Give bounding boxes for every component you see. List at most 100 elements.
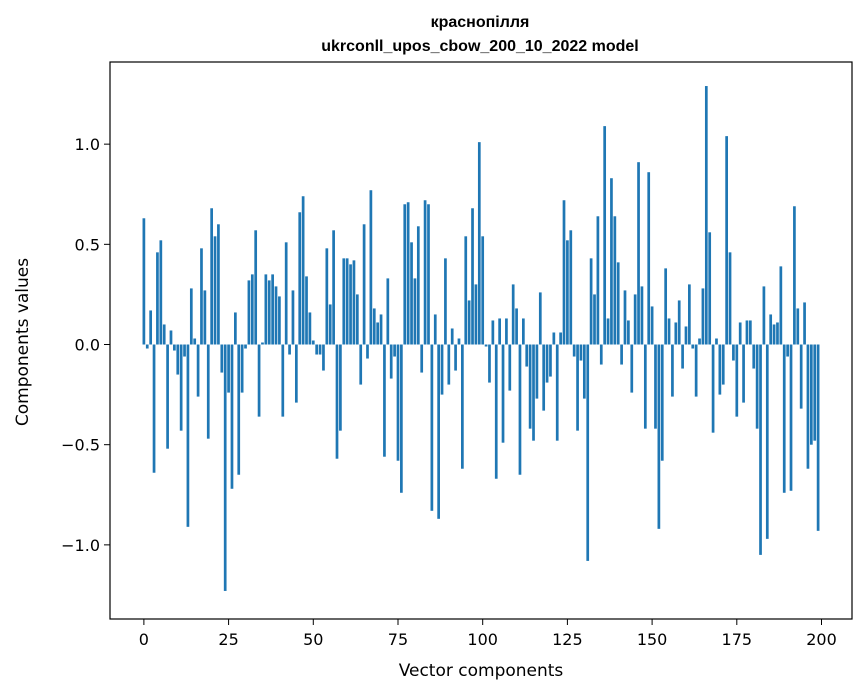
bar-183: [762, 286, 766, 345]
x-tick-label: 150: [637, 630, 668, 649]
bar-172: [725, 136, 728, 345]
bar-76: [400, 344, 403, 493]
bar-155: [667, 318, 671, 345]
bar-90: [447, 344, 451, 385]
bar-156: [671, 344, 674, 397]
bar-145: [633, 294, 637, 345]
bar-56: [332, 230, 335, 345]
bar-11: [179, 344, 183, 431]
bar-97: [471, 208, 474, 345]
bar-197: [809, 344, 813, 445]
bar-44: [291, 290, 295, 345]
bar-159: [681, 344, 684, 369]
bar-158: [677, 300, 681, 345]
bar-15: [193, 338, 197, 345]
bar-124: [562, 200, 566, 345]
bar-31: [247, 280, 251, 345]
bar-7: [166, 344, 169, 449]
y-tick-label: −1.0: [61, 536, 100, 555]
bar-118: [542, 344, 546, 411]
bar-14: [189, 288, 193, 345]
bar-40: [278, 296, 281, 345]
bar-186: [772, 324, 776, 345]
bar-187: [776, 322, 779, 345]
bar-61: [349, 264, 352, 345]
bar-82: [420, 344, 424, 373]
bar-148: [643, 344, 647, 429]
bar-16: [196, 344, 200, 397]
bar-89: [444, 258, 447, 345]
bar-113: [525, 344, 529, 367]
bar-10: [176, 344, 180, 375]
x-tick-label: 175: [722, 630, 753, 649]
bar-72: [386, 278, 390, 345]
bar-8: [169, 330, 173, 345]
bar-194: [799, 344, 803, 409]
bar-81: [416, 226, 420, 345]
bar-163: [694, 344, 698, 397]
bar-3: [152, 344, 156, 473]
bar-28: [237, 344, 241, 475]
bar-39: [274, 286, 278, 345]
bar-60: [345, 258, 349, 345]
bar-144: [630, 344, 634, 393]
bar-79: [410, 242, 413, 345]
y-tick-label: 1.0: [75, 135, 100, 154]
bar-35: [261, 342, 264, 345]
bar-100: [481, 236, 485, 345]
bar-99: [477, 142, 481, 345]
bar-1: [145, 344, 149, 349]
y-axis-label: Components values: [13, 258, 33, 426]
bar-165: [701, 288, 705, 345]
bar-107: [505, 318, 508, 345]
bar-54: [325, 248, 329, 345]
bar-190: [786, 344, 789, 357]
x-tick-label: 0: [139, 630, 149, 649]
bar-121: [552, 332, 556, 345]
bar-46: [298, 212, 302, 345]
bar-27: [234, 312, 237, 345]
bar-32: [250, 274, 254, 345]
bar-98: [474, 284, 478, 345]
bar-18: [203, 290, 207, 345]
bar-162: [691, 344, 695, 349]
bar-63: [355, 294, 359, 345]
bar-152: [657, 344, 661, 529]
bar-135: [599, 344, 603, 365]
bar-161: [688, 284, 691, 345]
bar-43: [288, 344, 291, 355]
bar-177: [742, 344, 745, 403]
bar-136: [603, 126, 607, 345]
plot-frame: [109, 61, 853, 620]
bar-84: [427, 204, 430, 345]
bar-196: [806, 344, 810, 469]
bar-147: [640, 286, 644, 345]
bar-96: [467, 300, 471, 345]
bar-127: [572, 344, 576, 357]
bar-86: [433, 314, 437, 345]
bar-108: [508, 344, 512, 391]
bar-77: [403, 204, 407, 345]
bar-169: [715, 338, 718, 345]
bar-6: [162, 324, 166, 345]
bar-157: [674, 322, 678, 345]
bar-104: [494, 344, 498, 479]
bar-110: [515, 308, 518, 345]
bar-195: [803, 302, 806, 345]
bar-139: [613, 216, 617, 345]
bar-164: [698, 338, 701, 345]
bar-75: [396, 344, 400, 461]
bar-179: [749, 320, 752, 345]
bar-23: [220, 344, 224, 373]
bar-88: [440, 344, 444, 395]
bar-95: [464, 236, 468, 345]
bar-167: [708, 232, 712, 345]
bar-115: [532, 344, 535, 441]
bar-70: [379, 314, 383, 345]
bar-12: [183, 344, 186, 357]
bar-151: [654, 344, 657, 429]
bar-173: [728, 252, 732, 345]
x-tick-label: 50: [303, 630, 323, 649]
bar-57: [335, 344, 339, 459]
bar-146: [637, 162, 640, 345]
